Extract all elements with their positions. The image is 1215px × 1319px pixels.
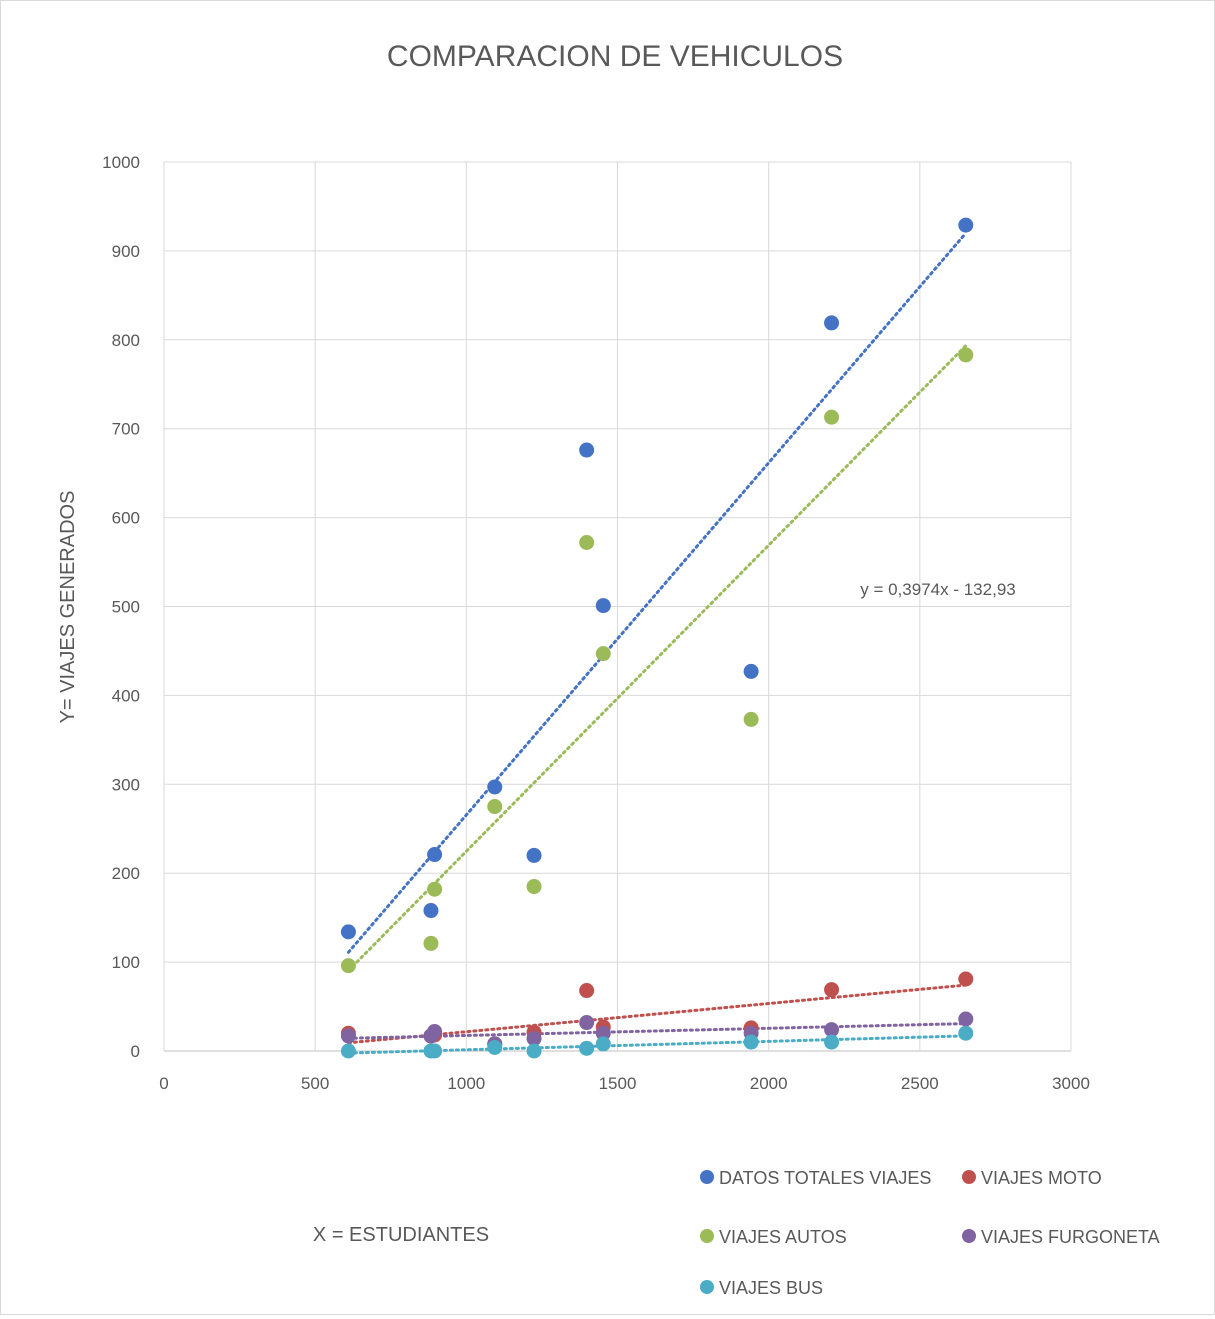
trendline-equation: y = 0,3974x - 132,93 — [860, 580, 1015, 599]
data-point — [487, 799, 503, 815]
legend-label: VIAJES BUS — [719, 1278, 823, 1298]
data-point — [340, 1043, 356, 1059]
data-point — [958, 347, 974, 363]
x-tick-label: 0 — [159, 1074, 168, 1093]
data-point — [427, 881, 443, 897]
x-axis-label: X = ESTUDIANTES — [313, 1224, 489, 1246]
data-point — [958, 1025, 974, 1041]
x-axis-ticks: 0 500 1000 1500 2000 2500 3000 — [159, 1074, 1090, 1093]
y-axis-ticks: 0 100 200 300 400 500 600 700 800 900 1000 — [102, 153, 140, 1061]
trendline — [346, 983, 968, 1045]
data-point — [824, 1022, 840, 1038]
data-point — [340, 924, 356, 940]
y-tick-label: 1000 — [102, 153, 140, 172]
legend-marker — [700, 1229, 714, 1243]
data-point — [579, 983, 595, 999]
data-point — [526, 847, 542, 863]
legend-marker — [700, 1170, 714, 1184]
y-tick-label: 700 — [112, 420, 140, 439]
x-tick-label: 500 — [301, 1074, 329, 1093]
y-tick-label: 0 — [131, 1042, 140, 1061]
data-point — [526, 1031, 542, 1047]
data-point — [595, 646, 611, 662]
data-point — [595, 598, 611, 614]
data-point — [423, 935, 439, 951]
y-tick-label: 600 — [112, 509, 140, 528]
trendline — [346, 1022, 968, 1040]
data-point — [579, 534, 595, 550]
grid-lines — [163, 161, 1072, 1052]
trendline — [346, 344, 968, 973]
x-tick-label: 3000 — [1052, 1074, 1090, 1093]
y-tick-label: 300 — [112, 775, 140, 794]
legend-label: DATOS TOTALES VIAJES — [719, 1168, 931, 1188]
data-point — [824, 409, 840, 425]
y-axis-label: Y= VIAJES GENERADOS — [57, 491, 79, 724]
data-point — [487, 1039, 503, 1055]
data-point — [423, 903, 439, 919]
data-point — [743, 663, 759, 679]
x-tick-label: 1500 — [599, 1074, 637, 1093]
data-point — [824, 315, 840, 331]
data-point — [595, 1025, 611, 1041]
data-point — [579, 442, 595, 458]
data-point — [340, 1028, 356, 1044]
data-point — [487, 779, 503, 795]
legend-label: VIAJES AUTOS — [719, 1227, 847, 1247]
data-point — [743, 711, 759, 727]
data-point — [526, 1043, 542, 1059]
data-point — [526, 879, 542, 895]
y-tick-label: 100 — [112, 953, 140, 972]
legend-marker — [700, 1280, 714, 1294]
y-tick-label: 500 — [112, 598, 140, 617]
data-point — [595, 1036, 611, 1052]
data-points — [340, 217, 974, 1059]
y-tick-label: 200 — [112, 864, 140, 883]
data-point — [579, 1040, 595, 1056]
data-point — [824, 1034, 840, 1050]
legend: DATOS TOTALES VIAJES VIAJES MOTO VIAJES AU… — [700, 1168, 1160, 1298]
legend-marker — [962, 1170, 976, 1184]
data-point — [958, 971, 974, 987]
x-tick-label: 2000 — [750, 1074, 788, 1093]
trendline — [346, 1034, 968, 1055]
y-tick-label: 400 — [112, 686, 140, 705]
trendline — [346, 231, 968, 954]
x-tick-label: 2500 — [901, 1074, 939, 1093]
legend-label: VIAJES FURGONETA — [981, 1227, 1160, 1247]
data-point — [427, 847, 443, 863]
data-point — [824, 982, 840, 998]
data-point — [427, 1043, 443, 1059]
data-point — [958, 217, 974, 233]
data-point — [427, 1023, 443, 1039]
data-point — [743, 1034, 759, 1050]
data-point — [340, 958, 356, 974]
trendlines — [346, 231, 968, 1055]
y-tick-label: 800 — [112, 331, 140, 350]
legend-marker — [962, 1229, 976, 1243]
y-tick-label: 900 — [112, 242, 140, 261]
chart-title: COMPARACION DE VEHICULOS — [387, 40, 843, 73]
x-tick-label: 1000 — [447, 1074, 485, 1093]
data-point — [958, 1011, 974, 1027]
legend-label: VIAJES MOTO — [981, 1168, 1102, 1188]
data-point — [579, 1015, 595, 1031]
